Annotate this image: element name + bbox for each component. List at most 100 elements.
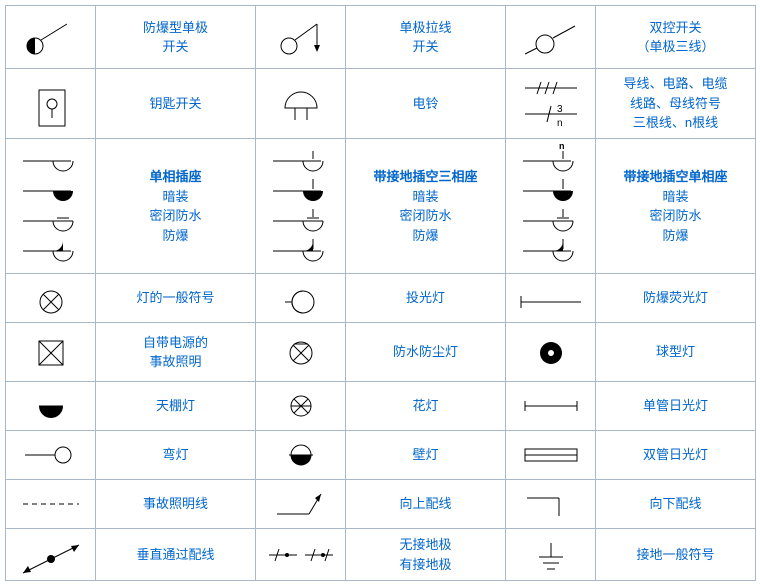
label-cell: 垂直通过配线 <box>96 529 256 581</box>
label-line: 垂直通过配线 <box>98 545 253 565</box>
label-cell: 自带电源的事故照明 <box>96 323 256 382</box>
label-line: 向上配线 <box>348 494 503 514</box>
symbol-dual-control <box>506 6 596 69</box>
label-cell: 向上配线 <box>346 480 506 529</box>
label-line: 线路、母线符号 <box>598 94 753 114</box>
label-line: 防爆 <box>598 226 753 246</box>
symbol-fluorescent-explosion <box>506 274 596 323</box>
label-cell: 防爆荧光灯 <box>596 274 756 323</box>
label-line: 电铃 <box>348 94 503 114</box>
symbol-ball-lamp <box>506 323 596 382</box>
symbol-single-tube <box>506 382 596 431</box>
symbol-dashed-line <box>6 480 96 529</box>
svg-text:n: n <box>559 143 565 151</box>
label-line: 花灯 <box>348 396 503 416</box>
label-line: 球型灯 <box>598 342 753 362</box>
label-line: 防爆荧光灯 <box>598 288 753 308</box>
label-cell: 防爆型单极开关 <box>96 6 256 69</box>
label-line: 防爆型单极 <box>98 18 253 38</box>
symbol-no-ground <box>256 529 346 581</box>
label-cell: 带接地插空三相座暗装密闭防水防爆 <box>346 139 506 274</box>
label-line: 暗装 <box>348 187 503 207</box>
label-line: 向下配线 <box>598 494 753 514</box>
label-cell: 球型灯 <box>596 323 756 382</box>
symbol-ground-symbol <box>506 529 596 581</box>
label-line: 防水防尘灯 <box>348 342 503 362</box>
label-cell: 投光灯 <box>346 274 506 323</box>
symbol-curve-lamp <box>6 431 96 480</box>
label-line: 事故照明 <box>98 352 253 372</box>
symbol-lamp-cross <box>6 274 96 323</box>
label-cell: 无接地极有接地极 <box>346 529 506 581</box>
label-line: 密闭防水 <box>98 206 253 226</box>
label-line: （单极三线） <box>598 37 753 57</box>
label-cell: 壁灯 <box>346 431 506 480</box>
symbol-bell <box>256 69 346 139</box>
label-cell: 灯的一般符号 <box>96 274 256 323</box>
symbol-arrow-down-wire <box>506 480 596 529</box>
label-line: 开关 <box>348 37 503 57</box>
label-line: 暗装 <box>98 187 253 207</box>
label-line: 有接地极 <box>348 555 503 575</box>
label-line: 暗装 <box>598 187 753 207</box>
symbol-double-tube <box>506 431 596 480</box>
svg-text:3: 3 <box>557 104 563 115</box>
label-line: 天棚灯 <box>98 396 253 416</box>
label-bold: 单相插座 <box>98 167 253 187</box>
svg-text:n: n <box>557 118 563 129</box>
label-line: 双控开关 <box>598 18 753 38</box>
label-cell: 防水防尘灯 <box>346 323 506 382</box>
label-cell: 单管日光灯 <box>596 382 756 431</box>
label-cell: 向下配线 <box>596 480 756 529</box>
symbol-socket-single-4 <box>6 139 96 274</box>
label-line: 无接地极 <box>348 535 503 555</box>
symbol-key-switch <box>6 69 96 139</box>
symbol-emergency-self <box>6 323 96 382</box>
label-line: 灯的一般符号 <box>98 288 253 308</box>
label-line: 防爆 <box>98 226 253 246</box>
label-cell: 天棚灯 <box>96 382 256 431</box>
symbol-vertical-through <box>6 529 96 581</box>
label-line: 接地一般符号 <box>598 545 753 565</box>
symbol-chandelier <box>256 382 346 431</box>
label-cell: 单相插座暗装密闭防水防爆 <box>96 139 256 274</box>
label-line: 单管日光灯 <box>598 396 753 416</box>
symbol-wall-lamp <box>256 431 346 480</box>
label-line: 密闭防水 <box>348 206 503 226</box>
symbol-arrow-up-wire <box>256 480 346 529</box>
symbol-pole-pull-line <box>256 6 346 69</box>
symbol-socket-single-ground-4: n <box>506 139 596 274</box>
label-cell: 导线、电路、电缆线路、母线符号三根线、n根线 <box>596 69 756 139</box>
label-line: 钥匙开关 <box>98 94 253 114</box>
label-cell: 双管日光灯 <box>596 431 756 480</box>
symbol-socket-three-4 <box>256 139 346 274</box>
symbol-ceiling-lamp <box>6 382 96 431</box>
symbol-waterproof-lamp <box>256 323 346 382</box>
label-line: 导线、电路、电缆 <box>598 74 753 94</box>
label-line: 自带电源的 <box>98 333 253 353</box>
label-line: 事故照明线 <box>98 494 253 514</box>
label-cell: 单极拉线开关 <box>346 6 506 69</box>
label-line: 投光灯 <box>348 288 503 308</box>
label-line: 防爆 <box>348 226 503 246</box>
label-cell: 事故照明线 <box>96 480 256 529</box>
label-cell: 接地一般符号 <box>596 529 756 581</box>
label-bold: 带接地插空三相座 <box>348 167 503 187</box>
label-cell: 钥匙开关 <box>96 69 256 139</box>
label-line: 三根线、n根线 <box>598 113 753 133</box>
symbol-pole-half-fill-line <box>6 6 96 69</box>
label-cell: 带接地插空单相座暗装密闭防水防爆 <box>596 139 756 274</box>
symbol-spotlight <box>256 274 346 323</box>
label-line: 壁灯 <box>348 445 503 465</box>
label-cell: 弯灯 <box>96 431 256 480</box>
label-line: 弯灯 <box>98 445 253 465</box>
label-cell: 电铃 <box>346 69 506 139</box>
label-line: 双管日光灯 <box>598 445 753 465</box>
label-line: 开关 <box>98 37 253 57</box>
label-line: 单极拉线 <box>348 18 503 38</box>
symbol-table: 防爆型单极开关单极拉线开关双控开关（单极三线）钥匙开关电铃3n导线、电路、电缆线… <box>5 5 756 581</box>
symbol-wires-multi: 3n <box>506 69 596 139</box>
label-cell: 双控开关（单极三线） <box>596 6 756 69</box>
label-bold: 带接地插空单相座 <box>598 167 753 187</box>
label-cell: 花灯 <box>346 382 506 431</box>
